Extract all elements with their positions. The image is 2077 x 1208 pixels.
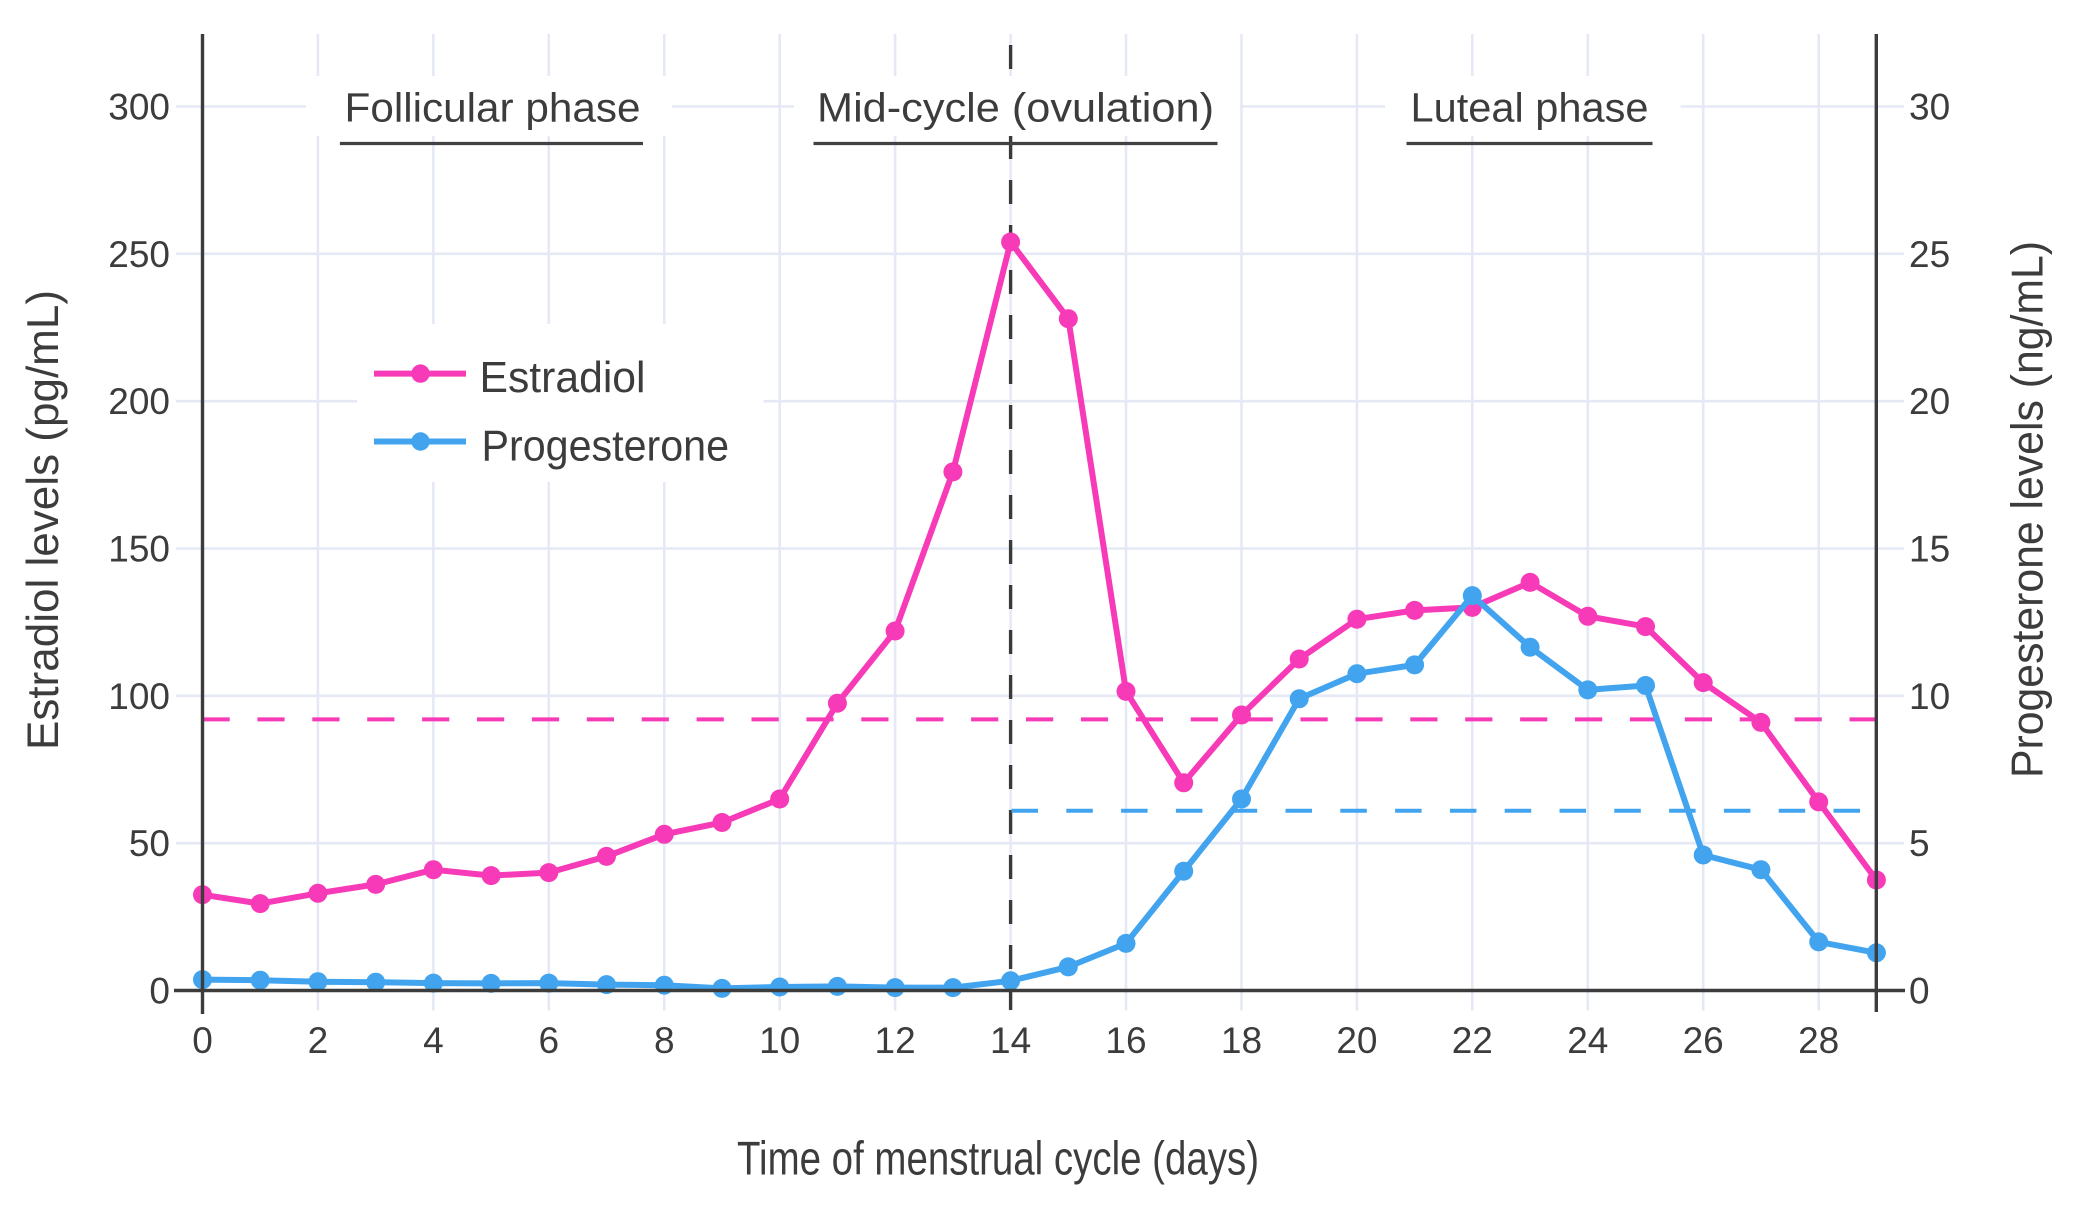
svg-text:25: 25	[1909, 234, 1950, 275]
svg-text:0: 0	[149, 971, 170, 1012]
svg-text:14: 14	[990, 1020, 1031, 1061]
svg-text:20: 20	[1336, 1020, 1377, 1061]
svg-text:30: 30	[1909, 87, 1950, 128]
svg-text:150: 150	[108, 529, 170, 570]
svg-text:0: 0	[1909, 971, 1930, 1012]
svg-text:16: 16	[1105, 1020, 1146, 1061]
svg-text:0: 0	[192, 1020, 213, 1061]
svg-text:18: 18	[1221, 1020, 1262, 1061]
svg-text:50: 50	[129, 823, 170, 864]
svg-text:Progesterone: Progesterone	[482, 421, 730, 470]
svg-text:4: 4	[423, 1020, 444, 1061]
svg-text:8: 8	[654, 1020, 675, 1061]
svg-text:10: 10	[759, 1020, 800, 1061]
svg-text:Luteal phase: Luteal phase	[1411, 85, 1649, 131]
svg-text:250: 250	[108, 234, 170, 275]
svg-text:10: 10	[1909, 676, 1950, 717]
svg-text:5: 5	[1909, 823, 1930, 864]
svg-text:Mid-cycle (ovulation): Mid-cycle (ovulation)	[817, 85, 1214, 131]
svg-text:15: 15	[1909, 529, 1950, 570]
svg-text:2: 2	[308, 1020, 329, 1061]
svg-text:Progesterone levels (ng/mL): Progesterone levels (ng/mL)	[2004, 241, 2053, 778]
svg-text:26: 26	[1683, 1020, 1724, 1061]
svg-text:Follicular phase: Follicular phase	[345, 85, 641, 131]
svg-text:28: 28	[1798, 1020, 1839, 1061]
svg-text:200: 200	[108, 381, 170, 422]
svg-text:12: 12	[875, 1020, 916, 1061]
svg-text:100: 100	[108, 676, 170, 717]
svg-text:24: 24	[1567, 1020, 1608, 1061]
svg-text:6: 6	[539, 1020, 560, 1061]
svg-text:22: 22	[1452, 1020, 1493, 1061]
svg-text:300: 300	[108, 87, 170, 128]
svg-text:Estradiol: Estradiol	[480, 353, 646, 402]
svg-text:Estradiol levels (pg/mL): Estradiol levels (pg/mL)	[19, 290, 68, 750]
svg-text:20: 20	[1909, 381, 1950, 422]
svg-text:Time of menstrual cycle (days): Time of menstrual cycle (days)	[737, 1132, 1259, 1185]
